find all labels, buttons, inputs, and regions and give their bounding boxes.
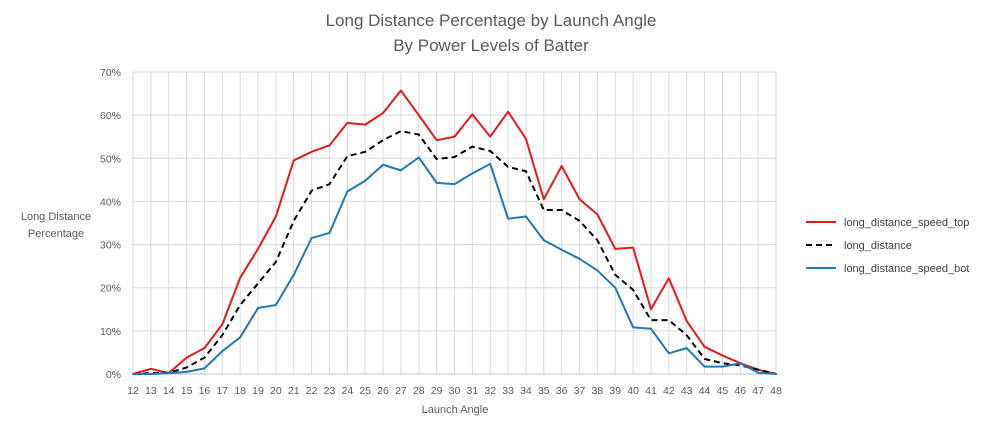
x-tick-label: 42: [663, 385, 675, 397]
legend: long_distance_speed_top long_distancelong…: [806, 217, 969, 275]
y-tick-label: 40%: [100, 196, 121, 208]
y-tick-label: 60%: [100, 110, 121, 122]
x-tick-label: 45: [717, 385, 729, 397]
x-tick-label: 29: [431, 385, 443, 397]
y-axis-title-line-2: Percentage: [28, 228, 84, 240]
x-tick-label: 46: [734, 385, 746, 397]
x-tick-label: 18: [234, 385, 246, 397]
y-tick-label: 30%: [100, 240, 121, 252]
x-tick-label: 43: [681, 385, 693, 397]
x-tick-label: 41: [645, 385, 657, 397]
legend-label: long_distance_speed_bot: [844, 263, 969, 275]
x-tick-label: 48: [770, 385, 782, 397]
x-tick-label: 34: [520, 385, 532, 397]
y-axis-title-line-1: Long Distance: [21, 211, 91, 223]
x-tick-label: 40: [627, 385, 639, 397]
x-tick-label: 39: [609, 385, 621, 397]
series-line-long-distance-speed-bot: [132, 156, 777, 375]
x-axis-tick-labels: 12 13 14 15 16 17 18 19 20 21 22 23 24 25 26 27 28 29 30 31…: [127, 385, 782, 397]
y-tick-label: 70%: [100, 67, 121, 79]
x-tick-label: 33: [502, 385, 514, 397]
series-line-long-distance: [132, 130, 777, 375]
series-line-long-distance-speed-top: [132, 89, 777, 375]
y-tick-label: 20%: [100, 283, 121, 295]
x-tick-label: 22: [306, 385, 318, 397]
y-axis-tick-labels: 0% 10% 20% 30% 40% 50% 60% 70%: [100, 67, 121, 381]
x-tick-label: 35: [538, 385, 550, 397]
x-tick-label: 31: [467, 385, 479, 397]
x-tick-label: 32: [484, 385, 496, 397]
x-tick-label: 20: [270, 385, 282, 397]
chart-title-line-2: By Power Levels of Batter: [393, 36, 589, 55]
x-tick-label: 26: [377, 385, 389, 397]
x-tick-label: 15: [181, 385, 193, 397]
y-tick-label: 0%: [106, 369, 121, 381]
x-tick-label: 16: [199, 385, 211, 397]
x-tick-label: 17: [216, 385, 228, 397]
x-tick-label: 19: [252, 385, 264, 397]
x-tick-label: 30: [449, 385, 461, 397]
legend-label: long_distance_speed_top: [844, 217, 969, 229]
x-tick-label: 23: [324, 385, 336, 397]
x-tick-label: 14: [163, 385, 175, 397]
x-tick-label: 47: [752, 385, 764, 397]
x-tick-label: 13: [145, 385, 157, 397]
x-tick-label: 38: [592, 385, 604, 397]
x-tick-label: 12: [127, 385, 139, 397]
x-tick-label: 25: [359, 385, 371, 397]
legend-label: long_distance: [844, 240, 912, 252]
x-tick-label: 24: [341, 385, 353, 397]
x-tick-label: 28: [413, 385, 425, 397]
chart-title-line-1: Long Distance Percentage by Launch Angle: [326, 11, 657, 30]
gridlines: [132, 71, 777, 375]
x-tick-label: 36: [556, 385, 568, 397]
y-tick-label: 50%: [100, 153, 121, 165]
x-tick-label: 37: [574, 385, 586, 397]
x-tick-label: 21: [288, 385, 300, 397]
x-axis-title: Launch Angle: [422, 404, 489, 416]
y-tick-label: 10%: [100, 326, 121, 338]
x-tick-label: 44: [699, 385, 711, 397]
x-tick-label: 27: [395, 385, 407, 397]
series-lines: [132, 89, 777, 375]
